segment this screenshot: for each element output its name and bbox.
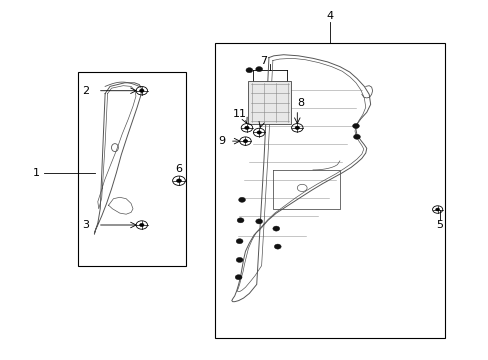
Text: 7: 7 [260, 56, 267, 66]
Text: 11: 11 [232, 109, 246, 120]
Bar [248, 81, 291, 124]
Circle shape [255, 67, 262, 72]
Circle shape [295, 126, 299, 129]
Circle shape [235, 275, 242, 280]
Text: 3: 3 [82, 220, 89, 230]
Circle shape [353, 134, 360, 139]
Circle shape [272, 226, 279, 231]
Text: 1: 1 [33, 168, 40, 178]
Circle shape [274, 244, 281, 249]
Text: 4: 4 [326, 11, 333, 21]
Circle shape [352, 123, 359, 129]
Circle shape [140, 223, 143, 227]
Text: 6: 6 [175, 164, 182, 174]
Circle shape [236, 257, 243, 262]
Circle shape [257, 131, 261, 134]
Text: 10: 10 [264, 113, 278, 123]
Text: 9: 9 [218, 136, 224, 146]
Circle shape [237, 218, 244, 223]
Circle shape [238, 197, 245, 202]
Text: 8: 8 [297, 98, 304, 108]
Circle shape [255, 219, 262, 224]
Circle shape [435, 208, 439, 211]
Circle shape [176, 179, 181, 183]
Text: 5: 5 [436, 220, 443, 230]
Circle shape [236, 239, 243, 244]
Bar [215, 43, 444, 338]
Text: 2: 2 [82, 86, 89, 96]
Circle shape [140, 89, 143, 93]
Circle shape [243, 139, 247, 143]
Bar [78, 72, 185, 266]
Circle shape [244, 126, 248, 129]
Circle shape [245, 68, 252, 73]
